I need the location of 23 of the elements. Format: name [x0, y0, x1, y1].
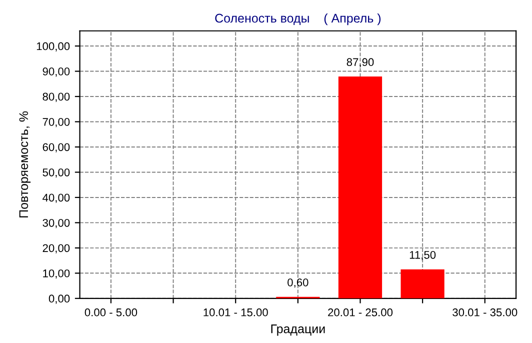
bar: [400, 269, 444, 298]
y-tick-label: 0,00: [48, 294, 70, 304]
y-tick-label: 90,00: [42, 68, 70, 77]
data-label: 0,60: [288, 278, 308, 288]
x-tick-label: 30.01 - 35.00: [452, 308, 518, 316]
data-label: 11,50: [410, 250, 436, 260]
y-tick-label: 100,00: [36, 42, 70, 52]
data-label: 87,90: [346, 58, 374, 68]
y-tick-label: 30,00: [42, 218, 70, 228]
y-tick-label: 10,00: [43, 269, 70, 279]
x-tick-label: 10.01 - 15.00: [204, 308, 268, 316]
y-tick-label: 50,00: [42, 168, 70, 178]
x-axis-title: Градации: [271, 324, 325, 336]
x-tick-label: 20.01 - 25.00: [328, 308, 393, 316]
chart-title: Соленость воды ( Апрель ): [215, 13, 381, 26]
bar: [338, 76, 382, 298]
y-tick-label: 20,00: [42, 244, 70, 254]
y-tick-label: 70,00: [42, 118, 70, 128]
y-tick-label: 80,00: [42, 92, 70, 102]
y-axis-title: Повторяемость, %: [19, 111, 31, 218]
x-tick-label: 0.00 - 5.00: [84, 308, 138, 316]
y-tick-label: 40,00: [42, 194, 70, 203]
y-tick-label: 60,00: [42, 143, 70, 152]
